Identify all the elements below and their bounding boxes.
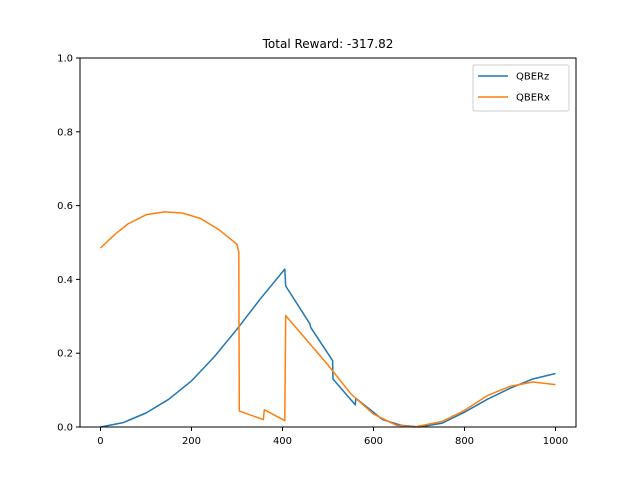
y-tick-label: 0.2 [57,349,73,360]
x-tick-label: 0 [97,436,103,447]
x-tick-label: 600 [364,436,383,447]
legend-label-qberx: QBERx [516,93,550,104]
x-axis: 0 200 400 600 800 1000 [97,427,568,447]
plot-frame [79,57,577,428]
y-tick-label: 0.4 [57,275,73,286]
y-tick-label: 0.6 [57,201,73,212]
y-tick-label: 1.0 [57,54,73,65]
series-line-qberx [99,211,556,428]
y-tick-label: 0.8 [57,127,73,138]
legend-label-qberz: QBERz [516,72,549,83]
x-tick-label: 200 [182,436,201,447]
y-tick-label: 0.0 [57,423,73,434]
chart-title: Total Reward: -317.82 [262,37,394,51]
legend: QBERz QBERx [472,64,570,112]
x-tick-label: 400 [273,436,292,447]
series-layer [99,211,556,428]
x-tick-label: 1000 [543,436,568,447]
x-tick-label: 800 [455,436,474,447]
series-line-qberz [100,268,556,428]
y-axis: 0.0 0.2 0.4 0.6 0.8 1.0 [57,54,80,434]
